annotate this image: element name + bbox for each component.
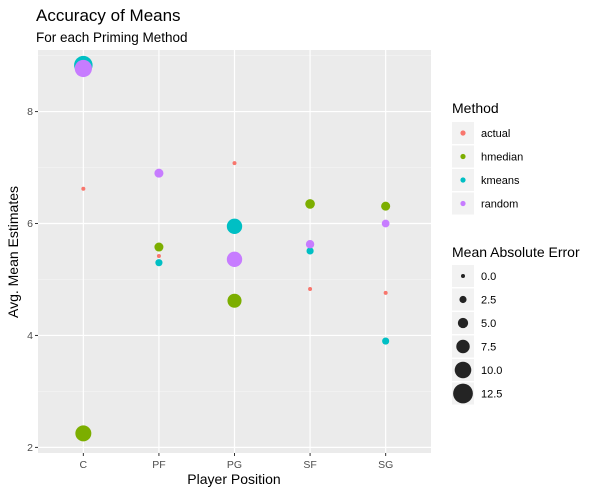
y-tick-label: 6 xyxy=(27,218,33,230)
legend-label-actual: actual xyxy=(481,128,510,140)
data-points xyxy=(74,55,391,442)
legend-key-random xyxy=(460,200,466,207)
y-axis-title: Avg. Mean Estimates xyxy=(5,186,21,318)
data-point-hmedian-pg xyxy=(227,293,242,308)
x-tick-label: PF xyxy=(152,459,165,471)
x-tick-label: SG xyxy=(378,459,393,471)
method-legend: Method actual hmedian kmeans random xyxy=(452,100,523,215)
data-point-kmeans-sf xyxy=(306,247,314,255)
size-key xyxy=(459,295,467,304)
y-tick-label: 2 xyxy=(27,442,33,454)
size-legend-label: 2.5 xyxy=(481,295,496,307)
data-point-random-c xyxy=(74,59,92,78)
legend-key-hmedian xyxy=(460,153,466,160)
data-point-hmedian-c xyxy=(75,425,92,442)
data-point-hmedian-sf xyxy=(305,199,315,209)
size-legend-label: 12.5 xyxy=(481,389,502,401)
y-tick-label: 8 xyxy=(27,106,33,118)
data-point-random-sf xyxy=(305,240,315,249)
size-key xyxy=(456,339,470,354)
data-point-actual-c xyxy=(81,186,86,191)
data-point-actual-sf xyxy=(308,287,313,292)
x-tick-label: PG xyxy=(227,459,242,471)
chart-subtitle: For each Priming Method xyxy=(36,30,188,45)
size-legend-label: 10.0 xyxy=(481,365,502,377)
legend-key-kmeans xyxy=(460,177,466,183)
method-legend-title: Method xyxy=(452,100,499,116)
size-key xyxy=(454,361,472,379)
data-point-random-pf xyxy=(154,168,164,178)
size-legend-title: Mean Absolute Error xyxy=(452,244,580,260)
size-key xyxy=(453,383,473,404)
legend-label-hmedian: hmedian xyxy=(481,152,523,164)
data-point-kmeans-sg xyxy=(382,337,390,345)
data-point-kmeans-pg xyxy=(226,218,243,234)
chart-title: Accuracy of Means xyxy=(36,6,181,25)
x-tick-label: C xyxy=(80,459,88,471)
size-key xyxy=(457,317,469,329)
legend-label-random: random xyxy=(481,199,518,211)
x-axis-title: Player Position xyxy=(187,471,280,487)
legend-key-actual xyxy=(460,130,466,136)
size-legend-label: 7.5 xyxy=(481,342,496,354)
x-tick-label: SF xyxy=(303,459,316,471)
size-legend-label: 5.0 xyxy=(481,318,496,330)
data-point-kmeans-pf xyxy=(155,259,163,267)
data-point-random-pg xyxy=(226,251,243,268)
size-legend: Mean Absolute Error 0.0 2.5 5.0 7.5 10.0 12.5 xyxy=(452,244,580,405)
size-key xyxy=(461,274,465,278)
data-point-actual-pf xyxy=(156,253,161,258)
data-point-actual-pg xyxy=(232,161,237,166)
legend-label-kmeans: kmeans xyxy=(481,175,520,187)
y-tick-label: 4 xyxy=(27,330,33,342)
data-point-hmedian-sg xyxy=(381,201,391,211)
data-point-hmedian-pf xyxy=(154,242,164,252)
y-axis-ticks: 2 4 6 8 xyxy=(27,106,38,454)
size-legend-label: 0.0 xyxy=(481,271,496,283)
data-point-random-sg xyxy=(381,219,390,228)
data-point-actual-sg xyxy=(383,290,388,295)
x-axis-ticks: C PF PG SF SG xyxy=(80,453,393,471)
